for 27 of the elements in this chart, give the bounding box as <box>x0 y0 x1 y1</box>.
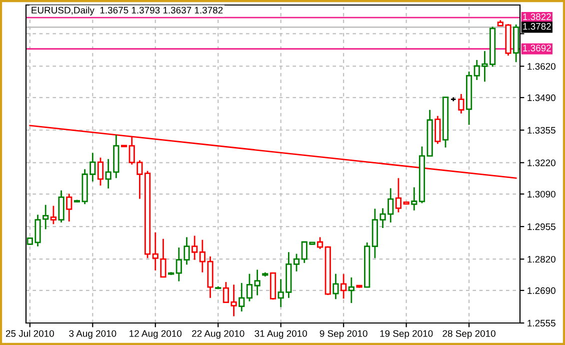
ref-line-label: 1.3782 <box>523 23 551 30</box>
y-tick-label: 1.3490 <box>528 94 556 102</box>
candlestick <box>293 253 300 272</box>
y-tick-label: 1.2690 <box>528 287 556 294</box>
y-tick-label: 1.3220 <box>528 160 556 166</box>
chart-title: EURUSD,Daily 1.3675 1.3793 1.3637 1.3782 <box>32 6 223 16</box>
x-tick-label: 12 Aug 2010 <box>130 330 182 339</box>
candlestick <box>254 269 260 296</box>
candlestick <box>97 156 104 186</box>
ref-line-label: 1.3822 <box>523 13 551 20</box>
candlestick <box>395 177 402 214</box>
candlestick <box>246 273 253 302</box>
y-tick-label: 1.2820 <box>528 256 556 263</box>
x-tick-label: 31 Aug 2010 <box>254 330 307 339</box>
x-tick-label: 9 Sep 2010 <box>320 330 368 339</box>
y-tick-label: 1.3090 <box>528 190 556 198</box>
y-tick-label: 1.2555 <box>528 320 556 327</box>
candlestick <box>458 93 464 114</box>
y-tick-label: 1.3355 <box>528 126 556 134</box>
x-tick-label: 19 Sep 2010 <box>380 330 433 339</box>
x-tick-label: 3 Aug 2010 <box>69 330 116 339</box>
ref-line-label: 1.3692 <box>523 44 551 52</box>
y-tick-label: 1.3620 <box>528 63 556 70</box>
x-tick-label: 25 Jul 2010 <box>6 330 54 337</box>
x-tick-label: 28 Sep 2010 <box>442 330 496 339</box>
x-tick-label: 22 Aug 2010 <box>192 330 244 339</box>
y-tick-label: 1.2955 <box>528 223 556 230</box>
